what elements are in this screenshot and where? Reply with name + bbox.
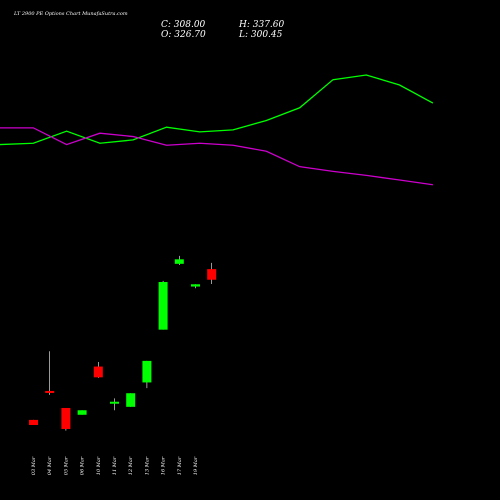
candle-body <box>142 360 152 383</box>
candle <box>142 360 152 389</box>
x-tick-label: 06 Mar <box>80 456 86 475</box>
x-tick-label: 11 Mar <box>112 456 118 475</box>
x-tick-label: 17 Mar <box>177 456 183 475</box>
candle <box>93 362 103 378</box>
magenta-indicator-line <box>0 127 433 186</box>
indicator-lines <box>0 74 434 186</box>
x-tick-label: 03 Mar <box>31 456 37 475</box>
candle-body <box>126 393 136 407</box>
candle-body <box>29 419 38 425</box>
candle <box>29 419 38 425</box>
candle <box>45 351 55 395</box>
candle <box>158 280 168 330</box>
green-indicator-line <box>0 74 434 146</box>
x-tick-label: 13 Mar <box>144 456 150 475</box>
low-value: L: 300.45 <box>238 30 283 40</box>
x-tick-label: 10 Mar <box>96 456 102 475</box>
x-axis-tick-labels: 03 Mar 04 Mar 05 Mar 06 Mar 10 Mar 11 Mar 12 M… <box>31 456 199 475</box>
candle <box>126 393 136 407</box>
candle <box>174 255 184 265</box>
x-tick-label: 19 Mar <box>193 456 199 475</box>
candle <box>61 407 71 431</box>
candle-body <box>207 269 217 280</box>
open-value: O: 326.70 <box>161 30 206 40</box>
candle-body <box>110 401 119 404</box>
candle <box>207 262 217 285</box>
chart-title: LT 2900 PE Options Chart MunafaSutra.com <box>13 11 128 17</box>
close-value: C: 308.00 <box>161 20 206 30</box>
candles <box>29 255 217 431</box>
x-tick-label: 16 Mar <box>161 456 167 475</box>
candle-body <box>93 366 103 378</box>
x-tick-label: 12 Mar <box>128 456 134 475</box>
candle-body <box>158 282 168 330</box>
candle <box>191 284 200 289</box>
x-tick-label: 04 Mar <box>47 456 53 475</box>
candle <box>77 410 87 415</box>
high-value: H: 337.60 <box>238 20 285 30</box>
candle-body <box>174 259 184 264</box>
candle-body <box>191 284 200 287</box>
candle-body <box>77 410 87 415</box>
candle-body <box>45 390 55 393</box>
x-tick-label: 05 Mar <box>63 456 69 475</box>
candle-body <box>61 407 71 429</box>
candle <box>110 398 119 411</box>
